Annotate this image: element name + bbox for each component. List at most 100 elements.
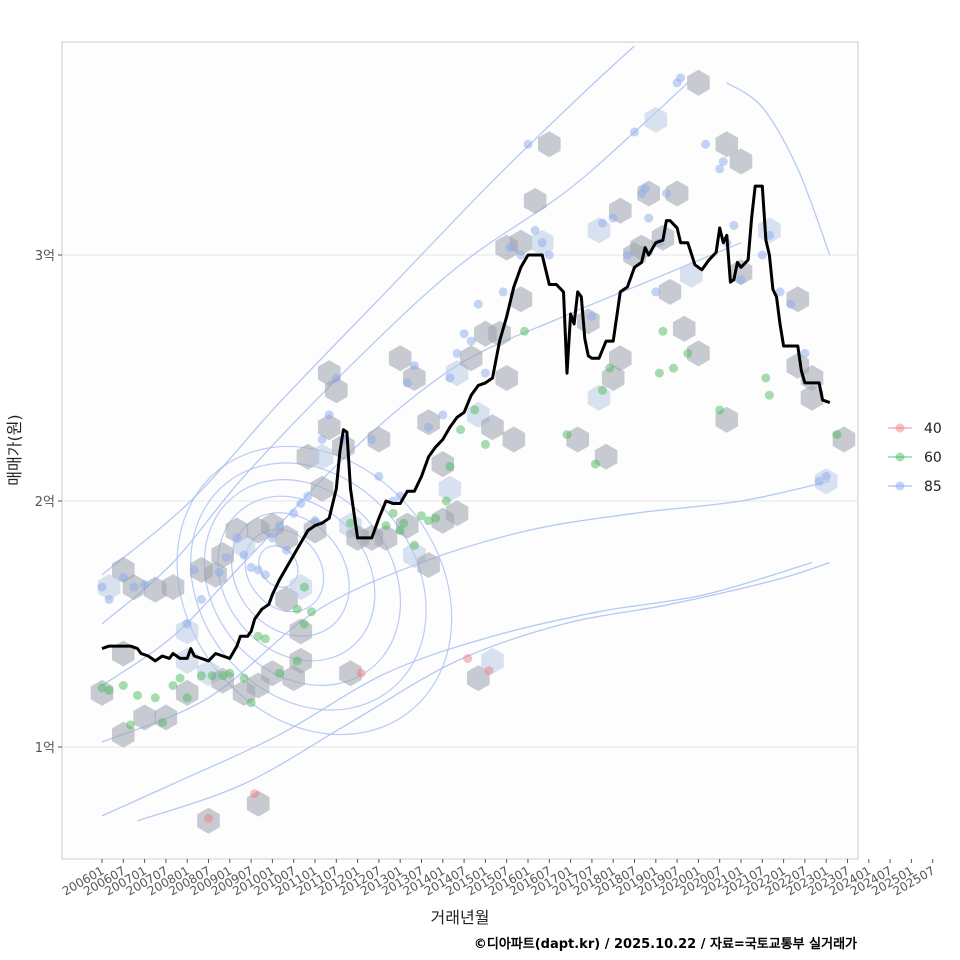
scatter-point-85 — [438, 410, 448, 420]
scatter-point-60 — [207, 671, 217, 681]
hexbin-cell — [495, 365, 518, 391]
scatter-point-85 — [182, 619, 192, 629]
legend-label: 40 — [924, 421, 942, 437]
hexbin-cell — [729, 148, 753, 175]
y-tick-label: 2억 — [35, 495, 55, 510]
scatter-point-85 — [480, 368, 490, 378]
scatter-point-85 — [640, 184, 650, 194]
hexbin-cell — [814, 468, 838, 495]
scatter-layer — [97, 73, 842, 823]
scatter-point-60 — [381, 521, 391, 531]
scatter-point-85 — [452, 348, 462, 358]
hexbin-cell — [680, 261, 703, 288]
scatter-point-85 — [814, 476, 824, 486]
scatter-point-60 — [424, 516, 434, 526]
density-contour — [137, 561, 830, 822]
scatter-point-60 — [417, 511, 426, 521]
scatter-point-60 — [409, 540, 419, 550]
scatter-point-85 — [282, 545, 292, 555]
hexbin-cell — [417, 552, 440, 578]
scatter-point-60 — [239, 673, 249, 683]
scatter-point-85 — [821, 471, 831, 481]
scatter-point-85 — [598, 218, 608, 228]
density-contour — [726, 82, 831, 256]
scatter-point-85 — [232, 533, 242, 543]
scatter-point-85 — [129, 582, 139, 592]
hexbin-cell — [672, 315, 696, 342]
hexbin-cell — [112, 556, 135, 583]
scatter-point-60 — [157, 717, 167, 727]
x-axis: 2006012006072007012007072008012008072009… — [60, 859, 937, 899]
hexbin-cell — [175, 618, 199, 645]
scatter-point-85 — [466, 336, 476, 346]
scatter-point-60 — [218, 671, 228, 681]
hexbin-cell — [367, 426, 391, 453]
scatter-point-40 — [356, 668, 366, 678]
scatter-point-60 — [470, 405, 480, 415]
hexbin-cell — [261, 660, 284, 687]
hexbin-cell — [658, 278, 682, 305]
hexbin-cell — [509, 286, 533, 313]
scatter-point-85 — [214, 567, 224, 577]
hexbin-cell — [388, 345, 412, 372]
scatter-point-85 — [196, 594, 206, 604]
scatter-point-85 — [459, 329, 469, 339]
scatter-point-85 — [729, 220, 739, 230]
hexbin-cell — [438, 475, 462, 502]
scatter-point-85 — [267, 533, 277, 543]
legend-label: 85 — [924, 479, 942, 495]
scatter-point-60 — [654, 368, 664, 378]
scatter-point-60 — [590, 459, 600, 469]
hexbin-cell — [317, 414, 341, 441]
hexbin-cell — [523, 187, 547, 214]
scatter-point-85 — [587, 312, 597, 321]
scatter-point-85 — [473, 299, 483, 309]
scatter-point-40 — [204, 813, 213, 823]
scatter-point-85 — [253, 565, 263, 575]
scatter-point-60 — [175, 673, 185, 683]
scatter-point-85 — [409, 361, 419, 371]
scatter-point-85 — [505, 243, 515, 253]
scatter-point-85 — [303, 491, 313, 501]
scatter-point-60 — [306, 607, 316, 617]
scatter-point-85 — [498, 287, 508, 297]
scatter-point-85 — [775, 287, 785, 297]
scatter-point-60 — [97, 683, 107, 693]
scatter-point-60 — [260, 634, 270, 644]
legend-key-dot — [895, 481, 905, 491]
scatter-point-85 — [661, 189, 671, 198]
scatter-point-60 — [299, 619, 309, 629]
hexbin-cell — [665, 180, 689, 207]
scatter-point-85 — [651, 287, 661, 297]
scatter-point-85 — [718, 157, 728, 167]
scatter-point-85 — [608, 213, 618, 223]
scatter-point-60 — [168, 681, 178, 690]
scatter-point-85 — [516, 250, 526, 260]
scatter-point-85 — [374, 471, 384, 481]
hexbin-cell — [594, 443, 618, 470]
scatter-point-85 — [289, 508, 299, 518]
scatter-point-85 — [221, 553, 231, 563]
scatter-point-60 — [832, 430, 842, 440]
hexbin-cell — [374, 524, 398, 551]
x-axis-title: 거래년월 — [431, 908, 490, 927]
scatter-point-85 — [402, 378, 412, 388]
y-axis: 1억 2억 3억 — [35, 249, 62, 756]
hexbin-cell — [133, 704, 156, 731]
scatter-point-85 — [523, 139, 533, 149]
scatter-point-60 — [196, 671, 206, 681]
scatter-point-40 — [250, 789, 260, 799]
scatter-point-40 — [484, 666, 494, 676]
scatter-point-60 — [292, 656, 302, 666]
scatter-point-60 — [299, 582, 309, 592]
scatter-point-85 — [530, 225, 540, 235]
scatter-point-60 — [715, 405, 725, 415]
scatter-point-85 — [736, 275, 746, 285]
plot-panel — [62, 42, 858, 859]
price-line — [101, 184, 831, 663]
legend-label: 60 — [924, 450, 942, 466]
scatter-point-60 — [399, 518, 409, 528]
scatter-point-85 — [97, 582, 107, 592]
scatter-point-60 — [292, 604, 302, 614]
